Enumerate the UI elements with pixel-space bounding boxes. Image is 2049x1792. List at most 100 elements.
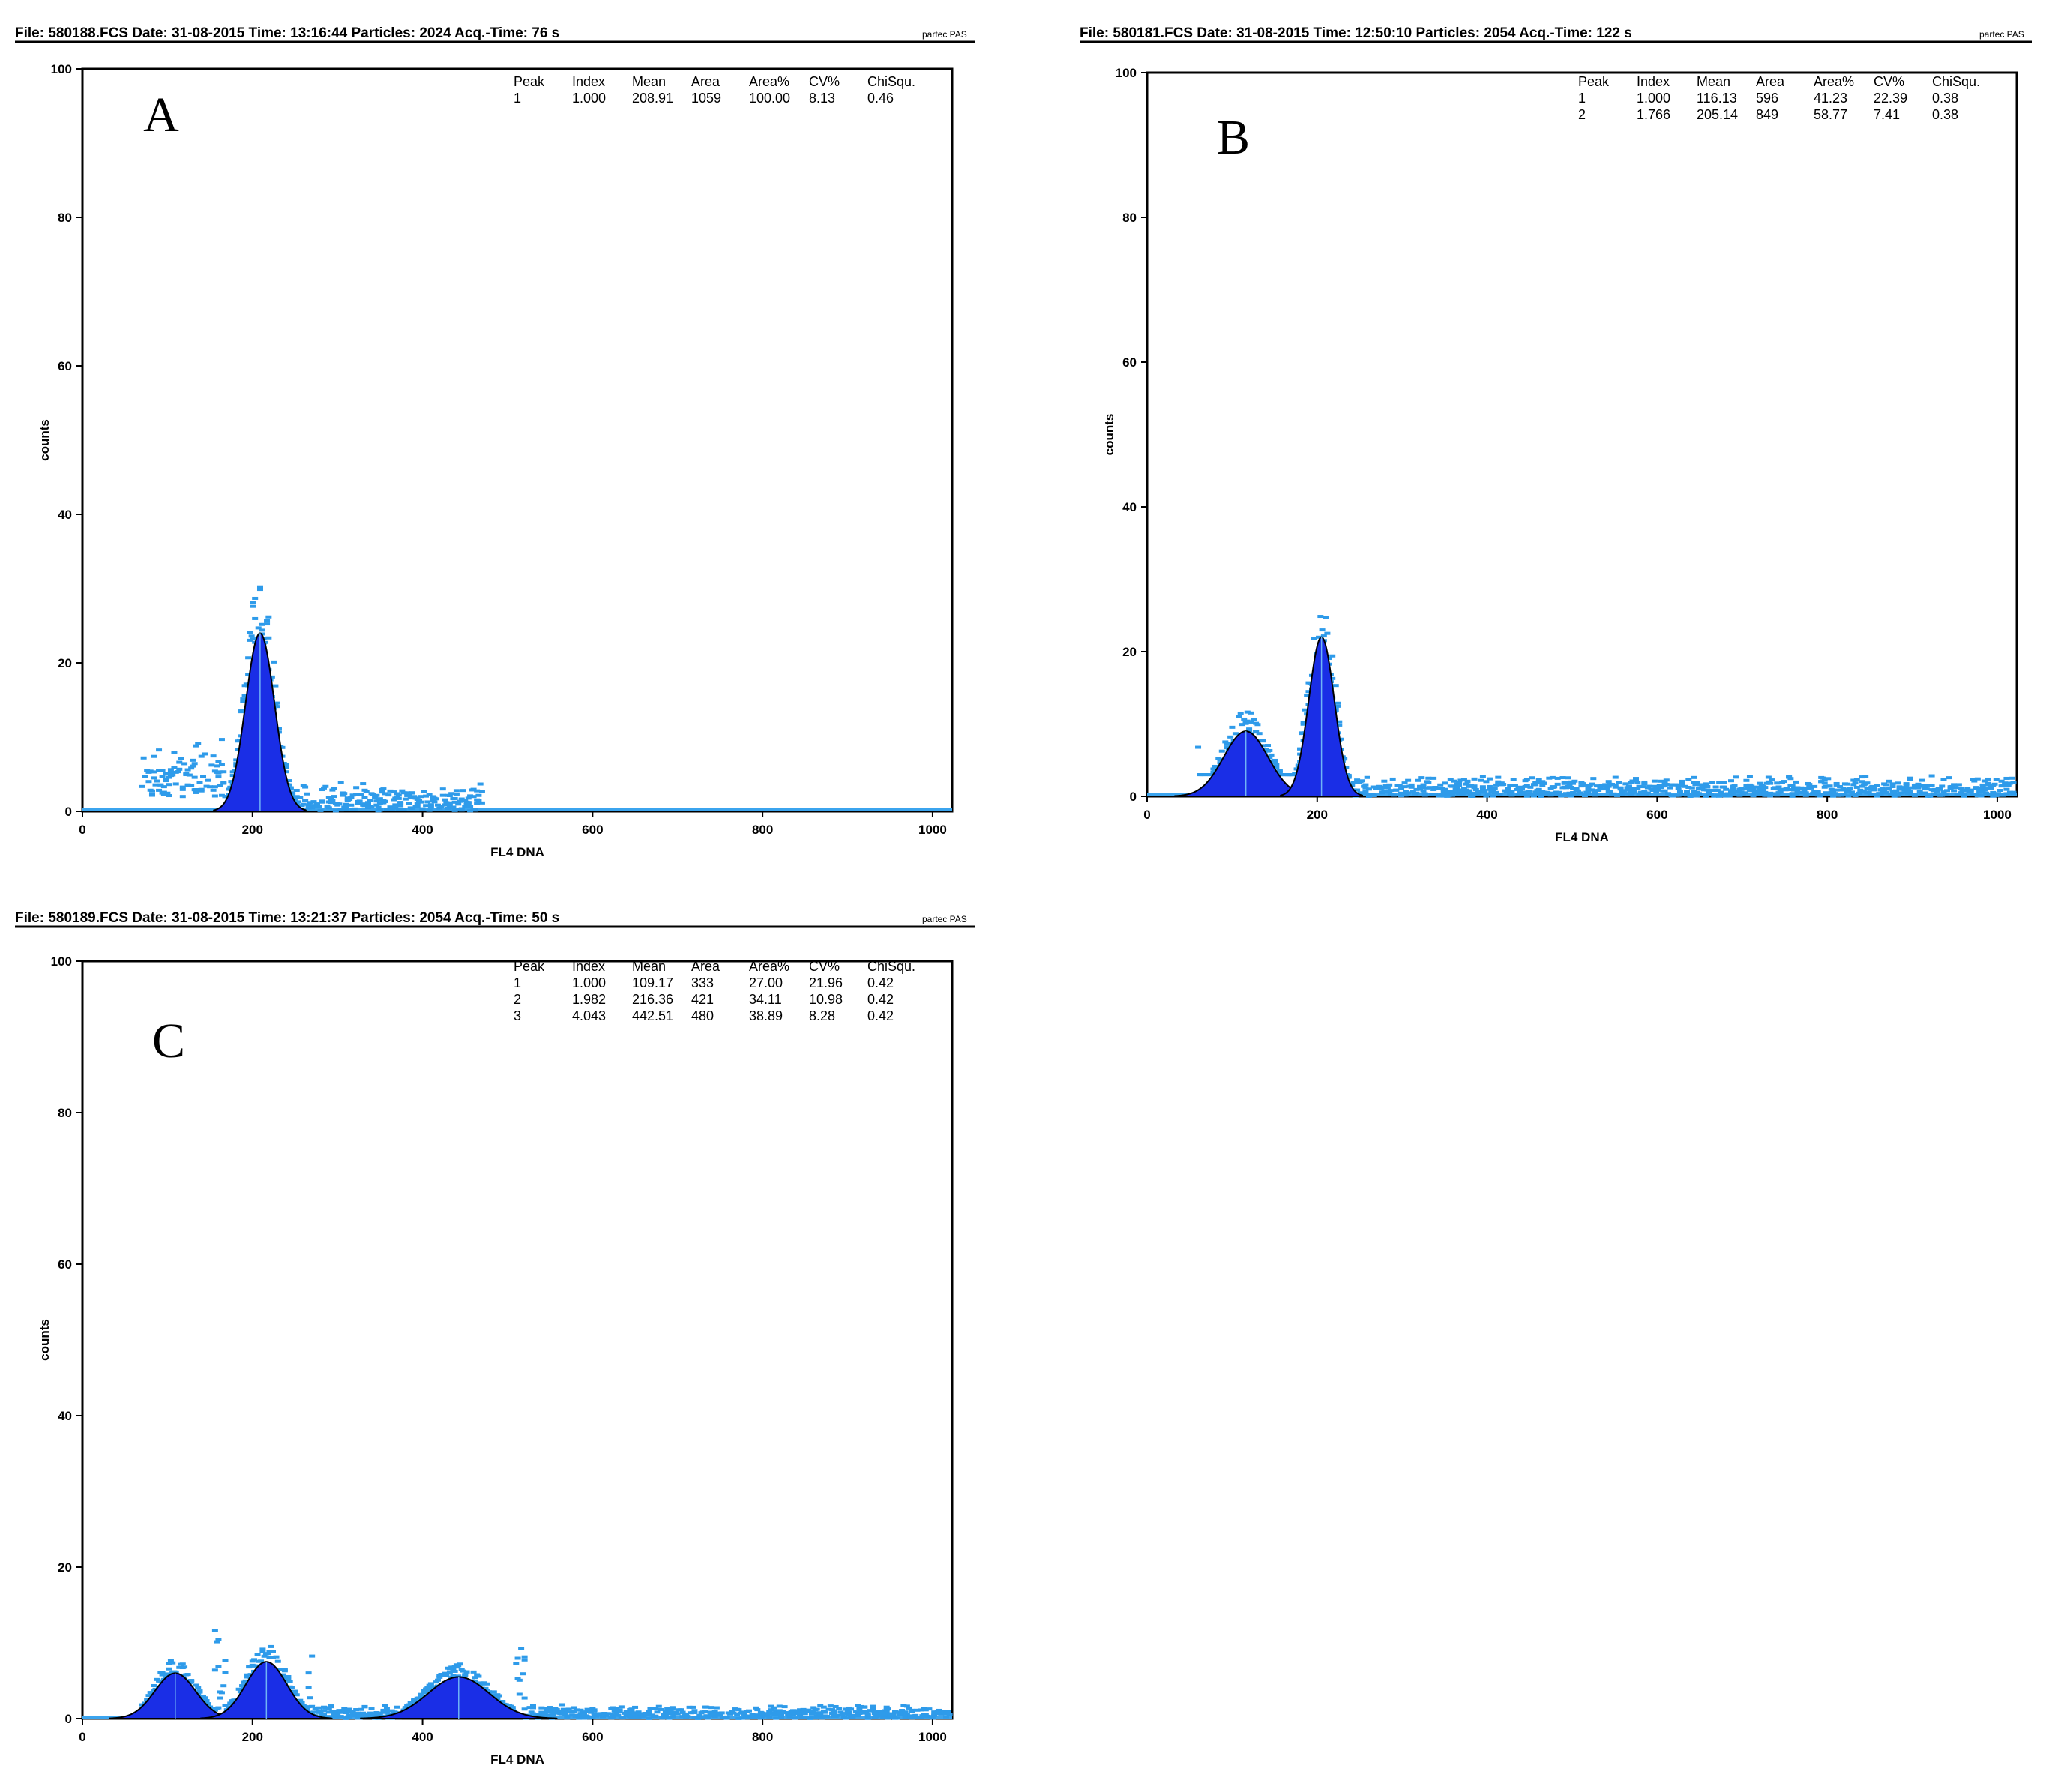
event-point: [946, 1713, 953, 1716]
stats-cell: 0.38: [1932, 107, 1958, 122]
event-point: [1323, 616, 1329, 619]
event-point: [1697, 783, 1704, 787]
event-point: [434, 803, 441, 807]
stats-column-header: Mean: [632, 74, 666, 89]
event-point: [1811, 784, 1818, 788]
event-point: [1332, 684, 1339, 688]
event-point: [521, 1696, 528, 1700]
event-point: [1420, 783, 1427, 787]
event-point: [159, 1671, 166, 1674]
event-point: [1847, 787, 1853, 790]
event-point: [181, 762, 188, 766]
event-point: [1742, 791, 1748, 795]
event-point: [151, 754, 157, 758]
event-point: [749, 1713, 756, 1716]
plot-frame: [81, 67, 954, 813]
event-point: [1653, 790, 1660, 793]
event-point: [1466, 789, 1472, 793]
event-point: [1479, 775, 1486, 778]
event-point: [316, 1706, 322, 1710]
event-point: [1488, 790, 1495, 793]
event-point: [1802, 793, 1809, 797]
event-point: [673, 1710, 679, 1714]
event-point: [1574, 789, 1581, 793]
event-point: [1661, 781, 1668, 784]
event-point: [198, 787, 205, 791]
event-point: [443, 1674, 450, 1677]
event-point: [1860, 790, 1867, 793]
event-point: [1978, 794, 1985, 798]
event-point: [331, 795, 337, 799]
event-point: [1517, 790, 1523, 793]
event-point: [1840, 788, 1847, 792]
event-point: [1403, 793, 1409, 797]
event-point: [387, 805, 394, 809]
event-point: [785, 1711, 792, 1715]
stats-cell: 8.13: [809, 91, 835, 106]
event-point: [727, 1712, 734, 1716]
event-point: [1736, 793, 1743, 797]
event-point: [1577, 791, 1583, 795]
event-point: [1447, 778, 1454, 781]
event-point: [1604, 787, 1610, 790]
event-point: [1563, 794, 1570, 798]
event-point: [442, 798, 448, 802]
event-point: [166, 1667, 172, 1671]
event-point: [293, 795, 300, 799]
event-point: [382, 1704, 388, 1707]
event-point: [1616, 781, 1622, 784]
event-point: [1864, 787, 1871, 790]
event-point: [319, 800, 325, 804]
event-point: [1637, 792, 1644, 796]
event-point: [295, 800, 302, 804]
event-point: [1675, 793, 1682, 797]
event-point: [1961, 793, 1967, 796]
event-point: [457, 1662, 463, 1666]
event-point: [1381, 790, 1388, 793]
event-point: [538, 1706, 545, 1710]
event-point: [156, 769, 163, 772]
event-point: [423, 804, 430, 808]
event-point: [1409, 790, 1416, 793]
event-point: [686, 1705, 693, 1709]
event-point: [400, 808, 407, 811]
event-point: [203, 1699, 210, 1703]
event-point: [1304, 694, 1311, 697]
event-point: [1317, 615, 1324, 619]
event-point: [683, 1713, 690, 1716]
event-point: [1789, 794, 1796, 798]
event-point: [1624, 788, 1631, 792]
event-point: [252, 616, 259, 620]
event-point: [778, 1716, 785, 1719]
event-point: [451, 800, 458, 804]
event-point: [178, 757, 184, 760]
event-point: [446, 1671, 453, 1674]
event-point: [1547, 793, 1554, 797]
event-point: [343, 808, 349, 811]
event-point: [1535, 790, 1542, 794]
event-point: [406, 793, 412, 797]
event-point: [211, 1668, 218, 1672]
event-point: [200, 775, 207, 778]
event-point: [387, 789, 394, 793]
event-point: [1679, 779, 1685, 783]
event-point: [526, 1706, 533, 1710]
event-point: [868, 1709, 875, 1713]
event-point: [248, 634, 255, 638]
event-point: [1971, 779, 1978, 783]
event-point: [766, 1710, 773, 1713]
event-point: [1421, 792, 1428, 796]
event-point: [1523, 784, 1530, 787]
event-point: [183, 771, 190, 775]
y-tick-label: 40: [1122, 500, 1137, 514]
event-point: [1821, 781, 1828, 785]
event-point: [1633, 779, 1640, 783]
event-point: [658, 1707, 664, 1711]
stats-column-header: Area%: [749, 74, 789, 89]
event-point: [305, 1705, 312, 1709]
event-point: [399, 789, 406, 793]
event-point: [418, 795, 424, 799]
stats-column-header: Mean: [632, 959, 666, 974]
event-point: [678, 1708, 684, 1712]
stats-cell: 849: [1756, 107, 1778, 122]
